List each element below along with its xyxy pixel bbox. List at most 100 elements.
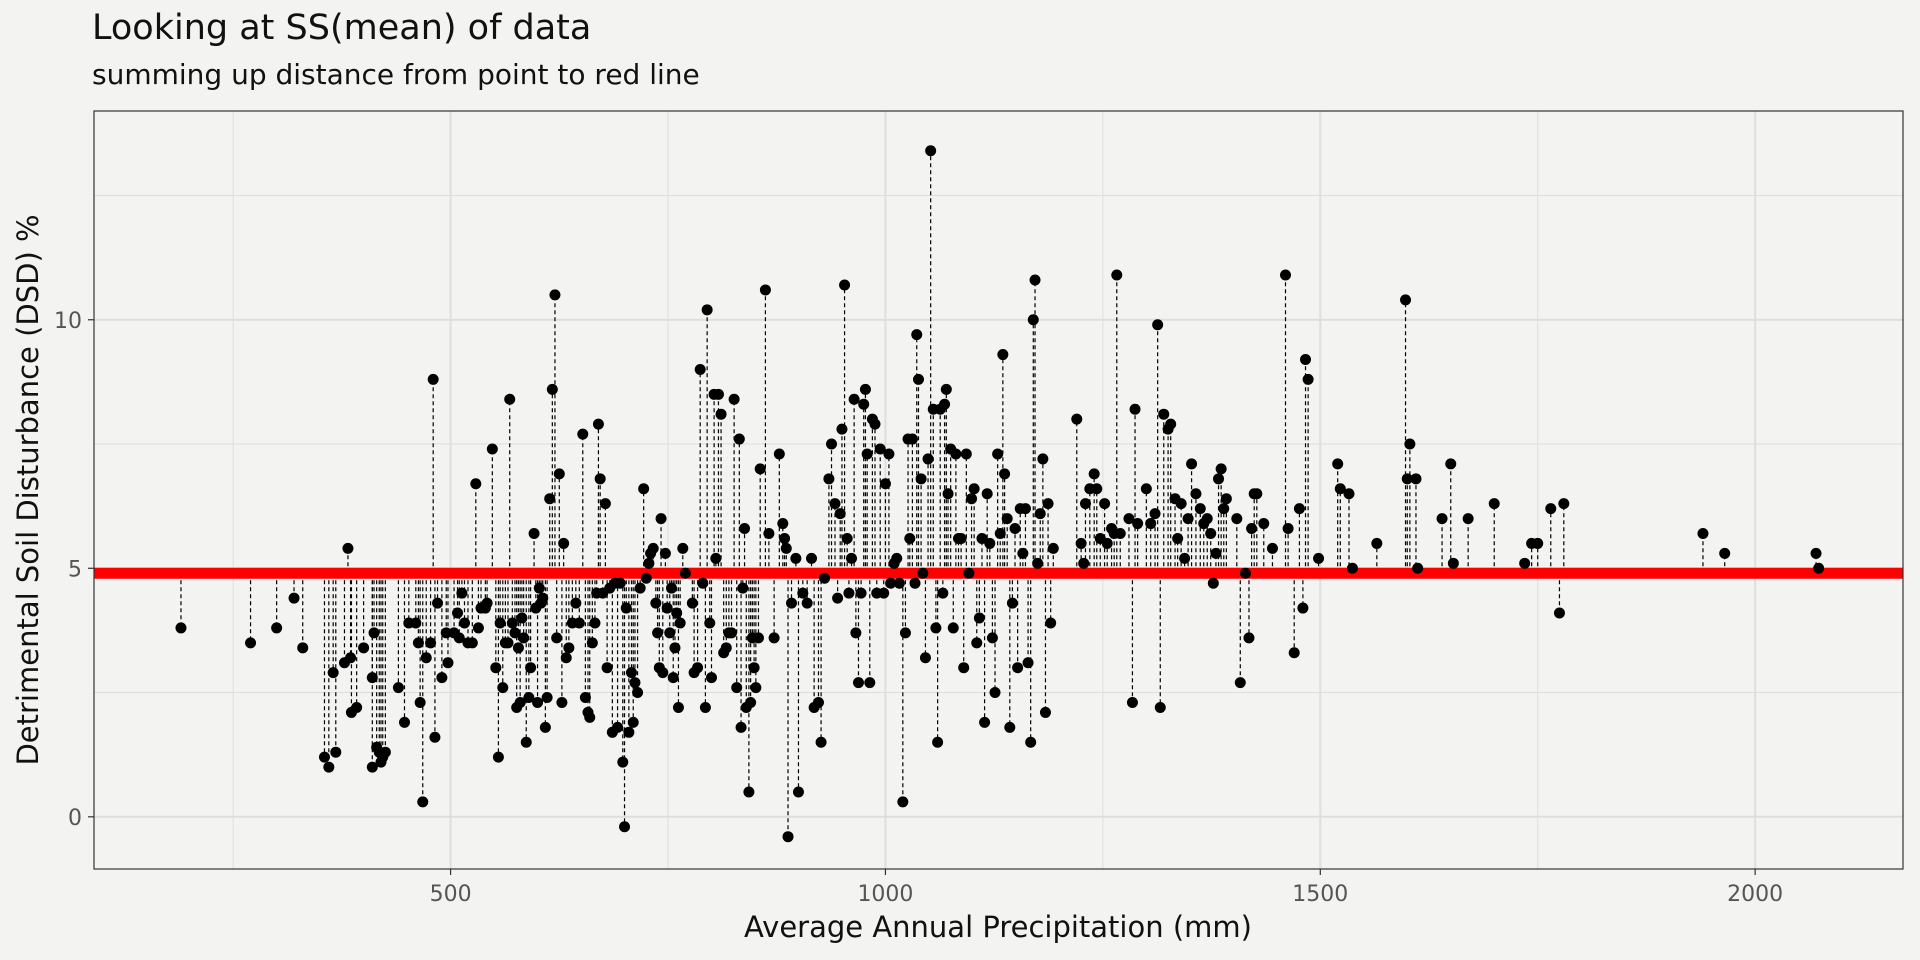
data-point bbox=[619, 821, 631, 833]
y-axis-ticks: 0 5 10 bbox=[54, 309, 94, 831]
data-point bbox=[994, 527, 1006, 539]
data-point bbox=[351, 701, 363, 713]
data-point bbox=[1297, 602, 1309, 614]
data-point bbox=[836, 423, 848, 435]
data-point bbox=[1194, 503, 1206, 515]
data-point bbox=[528, 527, 540, 539]
data-point bbox=[664, 627, 676, 639]
data-point bbox=[1445, 458, 1457, 470]
data-point bbox=[1488, 498, 1500, 510]
data-point bbox=[737, 582, 749, 594]
data-point bbox=[869, 418, 881, 430]
y-axis-title: Detrimental Soil Disturbance (DSD) % bbox=[11, 214, 45, 765]
data-point bbox=[1042, 498, 1054, 510]
data-point bbox=[823, 473, 835, 485]
data-point bbox=[573, 617, 585, 629]
data-point bbox=[1029, 274, 1041, 286]
data-point bbox=[917, 567, 929, 579]
data-point bbox=[728, 393, 740, 405]
data-point bbox=[366, 761, 378, 773]
data-point bbox=[617, 756, 629, 768]
data-point bbox=[739, 523, 751, 535]
data-point bbox=[829, 498, 841, 510]
data-point bbox=[1045, 617, 1057, 629]
data-point bbox=[541, 692, 553, 704]
data-point bbox=[1179, 552, 1191, 564]
data-point bbox=[661, 602, 673, 614]
data-point bbox=[1032, 557, 1044, 569]
data-point bbox=[841, 532, 853, 544]
data-point bbox=[1334, 483, 1346, 495]
data-point bbox=[523, 692, 535, 704]
data-point bbox=[1175, 498, 1187, 510]
data-point bbox=[1039, 706, 1051, 718]
data-point bbox=[859, 383, 871, 395]
data-point bbox=[481, 597, 493, 609]
data-point bbox=[710, 552, 722, 564]
data-point bbox=[1088, 468, 1100, 480]
data-point bbox=[414, 696, 426, 708]
data-point bbox=[940, 383, 952, 395]
data-point bbox=[797, 587, 809, 599]
data-point bbox=[1027, 314, 1039, 326]
data-point bbox=[1152, 319, 1164, 331]
data-point bbox=[544, 493, 556, 505]
data-point bbox=[657, 667, 669, 679]
data-point bbox=[563, 642, 575, 654]
data-point bbox=[1215, 463, 1227, 475]
data-point bbox=[1047, 542, 1059, 554]
data-point bbox=[1243, 632, 1255, 644]
y-tick-label: 0 bbox=[68, 806, 82, 831]
data-point bbox=[1532, 537, 1544, 549]
data-point bbox=[539, 721, 551, 733]
data-point bbox=[752, 632, 764, 644]
data-point bbox=[979, 716, 991, 728]
data-point bbox=[427, 373, 439, 385]
data-point bbox=[1410, 473, 1422, 485]
data-point bbox=[1404, 438, 1416, 450]
data-point bbox=[801, 597, 813, 609]
data-point bbox=[1019, 503, 1031, 515]
data-point bbox=[1001, 513, 1013, 525]
chart-subtitle: summing up distance from point to red li… bbox=[92, 58, 700, 91]
data-point bbox=[1101, 537, 1113, 549]
data-point bbox=[1343, 488, 1355, 500]
data-point bbox=[1332, 458, 1344, 470]
data-point bbox=[1371, 537, 1383, 549]
data-point bbox=[858, 398, 870, 410]
data-point bbox=[733, 433, 745, 445]
data-point bbox=[1246, 523, 1258, 535]
data-point bbox=[652, 627, 664, 639]
data-point bbox=[584, 711, 596, 723]
data-point bbox=[570, 597, 582, 609]
data-point bbox=[506, 617, 518, 629]
data-point bbox=[885, 577, 897, 589]
data-point bbox=[1132, 518, 1144, 530]
data-point bbox=[1239, 567, 1251, 579]
x-axis-ticks: 500 1000 1500 2000 bbox=[430, 869, 1783, 907]
data-point bbox=[592, 418, 604, 430]
data-point bbox=[897, 796, 909, 808]
data-point bbox=[925, 145, 937, 157]
data-point bbox=[599, 498, 611, 510]
data-point bbox=[420, 652, 432, 664]
data-point bbox=[705, 672, 717, 684]
data-point bbox=[429, 731, 441, 743]
data-point bbox=[1022, 657, 1034, 669]
data-point bbox=[627, 716, 639, 728]
data-point bbox=[472, 622, 484, 634]
data-point bbox=[525, 662, 537, 674]
data-point bbox=[999, 468, 1011, 480]
data-point bbox=[932, 736, 944, 748]
data-point bbox=[1231, 513, 1243, 525]
data-point bbox=[1558, 498, 1570, 510]
data-point bbox=[398, 716, 410, 728]
data-point bbox=[677, 542, 689, 554]
data-point bbox=[671, 607, 683, 619]
data-point bbox=[594, 473, 606, 485]
x-tick-label: 1000 bbox=[857, 882, 913, 907]
data-point bbox=[939, 398, 951, 410]
data-point bbox=[720, 642, 732, 654]
data-point bbox=[1201, 513, 1213, 525]
